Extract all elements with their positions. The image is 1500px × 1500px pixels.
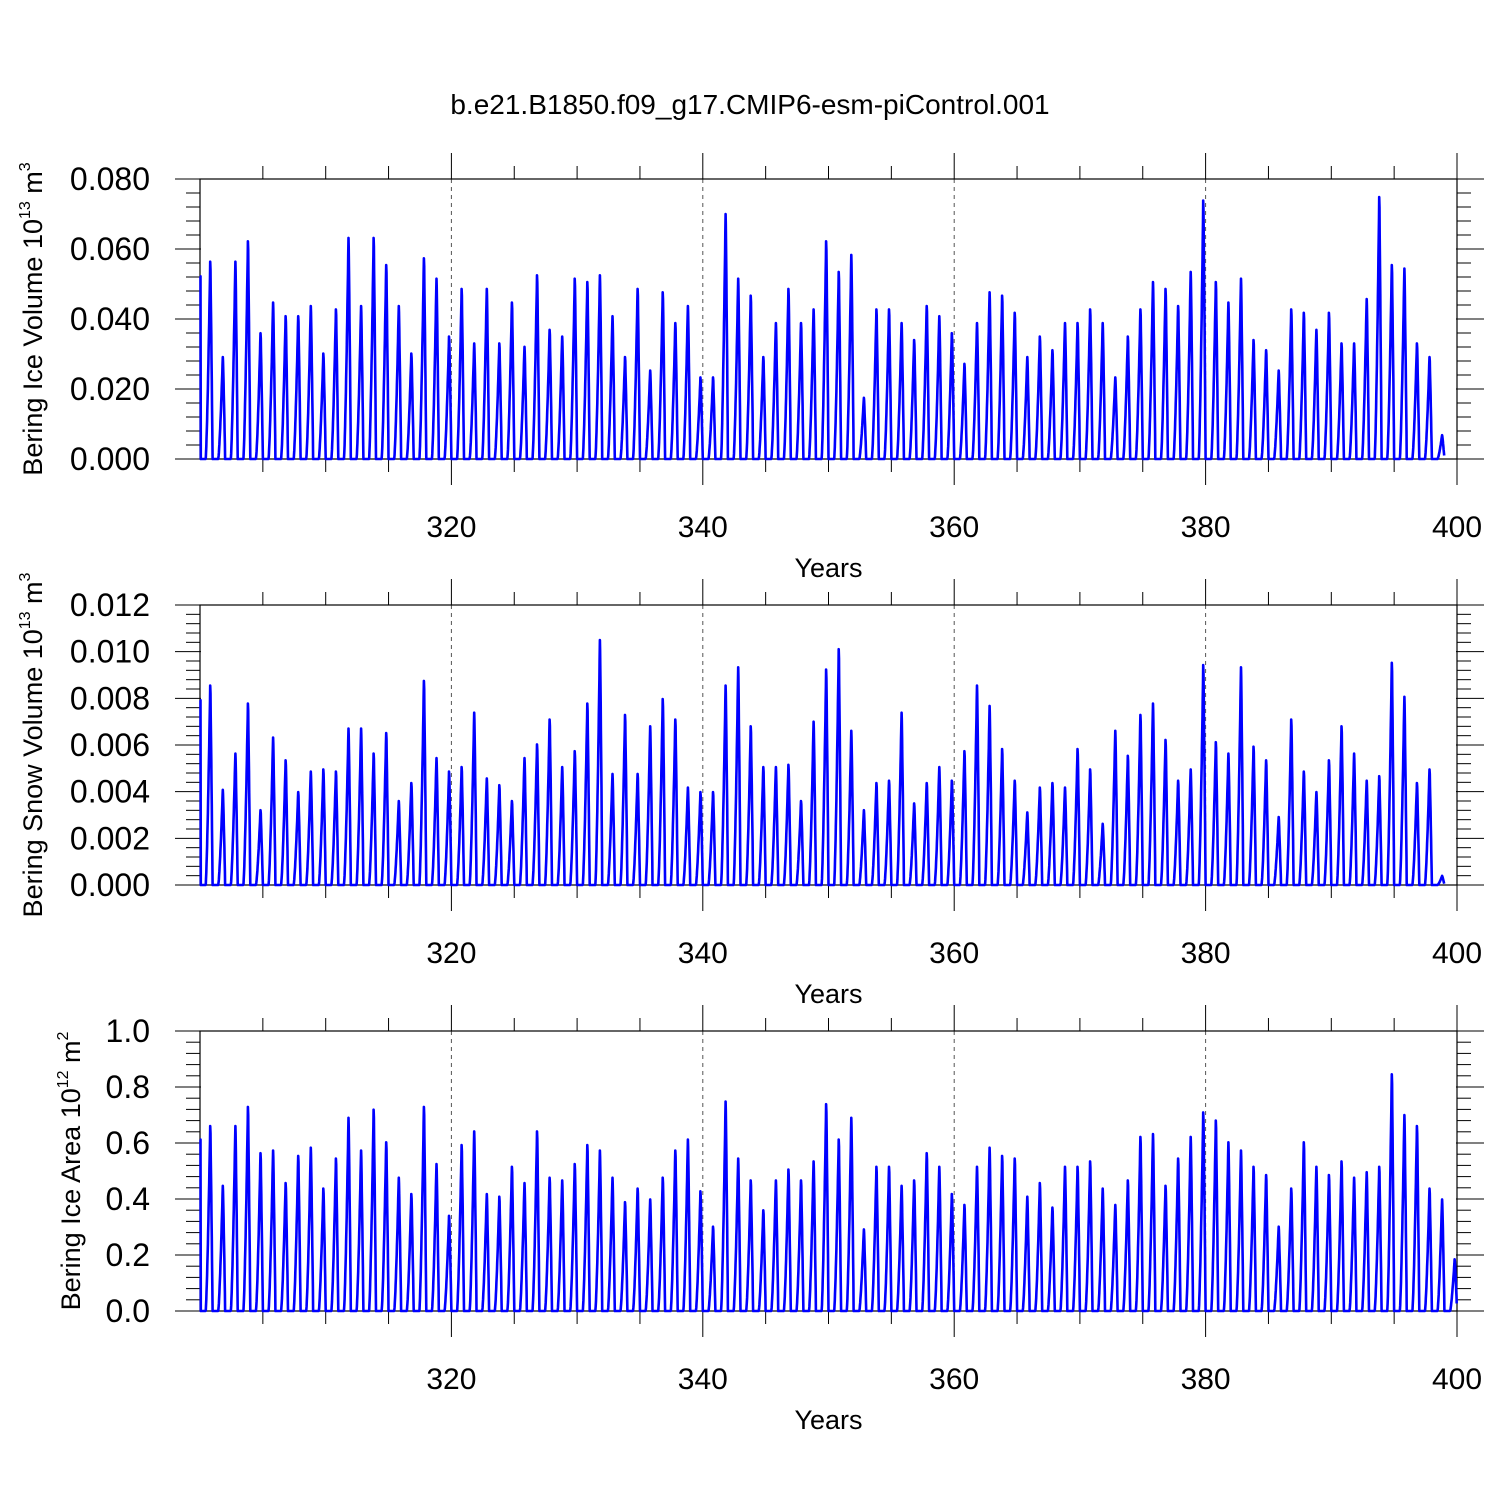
x-tick-label: 400	[1432, 511, 1482, 544]
y-tick-label: 0.0	[106, 1293, 150, 1329]
x-axis-label: Years	[794, 1405, 862, 1435]
y-axis-label: Bering Ice Volume 1013 m3	[17, 162, 48, 475]
x-tick-label: 320	[426, 511, 476, 544]
x-tick-label: 400	[1432, 937, 1482, 970]
y-tick-label: 0.040	[70, 301, 150, 337]
chart-panel-1: 0.000 0.020 0.040 0.060 0.080 320 340 360 380 400…	[17, 153, 1484, 583]
y-tick-label: 0.8	[106, 1069, 150, 1105]
y-tick-label: 0.4	[106, 1181, 150, 1217]
y-tick-label: 0.000	[70, 441, 150, 477]
y-axis-label: Bering Ice Area 1012 m2	[55, 1031, 86, 1310]
y-tick-label: 0.012	[70, 587, 150, 623]
y-tick-label: 0.010	[70, 634, 150, 670]
y-tick-label: 0.006	[70, 727, 150, 763]
x-axis-label: Years	[794, 553, 862, 583]
y-tick-label: 0.002	[70, 820, 150, 856]
x-tick-label: 380	[1181, 937, 1231, 970]
series-line	[199, 638, 1446, 887]
x-tick-label: 320	[426, 937, 476, 970]
y-tick-label: 0.2	[106, 1237, 150, 1273]
x-tick-label: 380	[1181, 511, 1231, 544]
x-tick-label: 380	[1181, 1363, 1231, 1396]
y-tick-label: 0.080	[70, 161, 150, 197]
x-tick-label: 360	[929, 937, 979, 970]
x-tick-label: 340	[678, 937, 728, 970]
x-tick-label: 360	[929, 1363, 979, 1396]
chart-title: b.e21.B1850.f09_g17.CMIP6-esm-piControl.…	[450, 89, 1049, 120]
x-tick-label: 360	[929, 511, 979, 544]
y-tick-label: 0.004	[70, 774, 150, 810]
x-axis-label: Years	[794, 979, 862, 1009]
y-tick-label: 0.000	[70, 867, 150, 903]
chart-panel-2: 0.000 0.002 0.004 0.006 0.008 0.010 0.012 320 34…	[17, 572, 1484, 1009]
x-tick-label: 340	[678, 511, 728, 544]
x-tick-label: 400	[1432, 1363, 1482, 1396]
x-tick-label: 340	[678, 1363, 728, 1396]
series-line	[199, 1073, 1458, 1313]
y-tick-label: 0.020	[70, 371, 150, 407]
y-axis-label: Bering Snow Volume 1013 m3	[17, 572, 48, 917]
y-tick-label: 0.6	[106, 1125, 150, 1161]
y-tick-label: 1.0	[106, 1013, 150, 1049]
x-tick-label: 320	[426, 1363, 476, 1396]
chart-panel-3: 0.0 0.2 0.4 0.6 0.8 1.0 320 340 360 380 400 Years Be…	[55, 1005, 1484, 1435]
y-tick-label: 0.060	[70, 231, 150, 267]
series-line	[199, 195, 1446, 461]
y-tick-label: 0.008	[70, 680, 150, 716]
